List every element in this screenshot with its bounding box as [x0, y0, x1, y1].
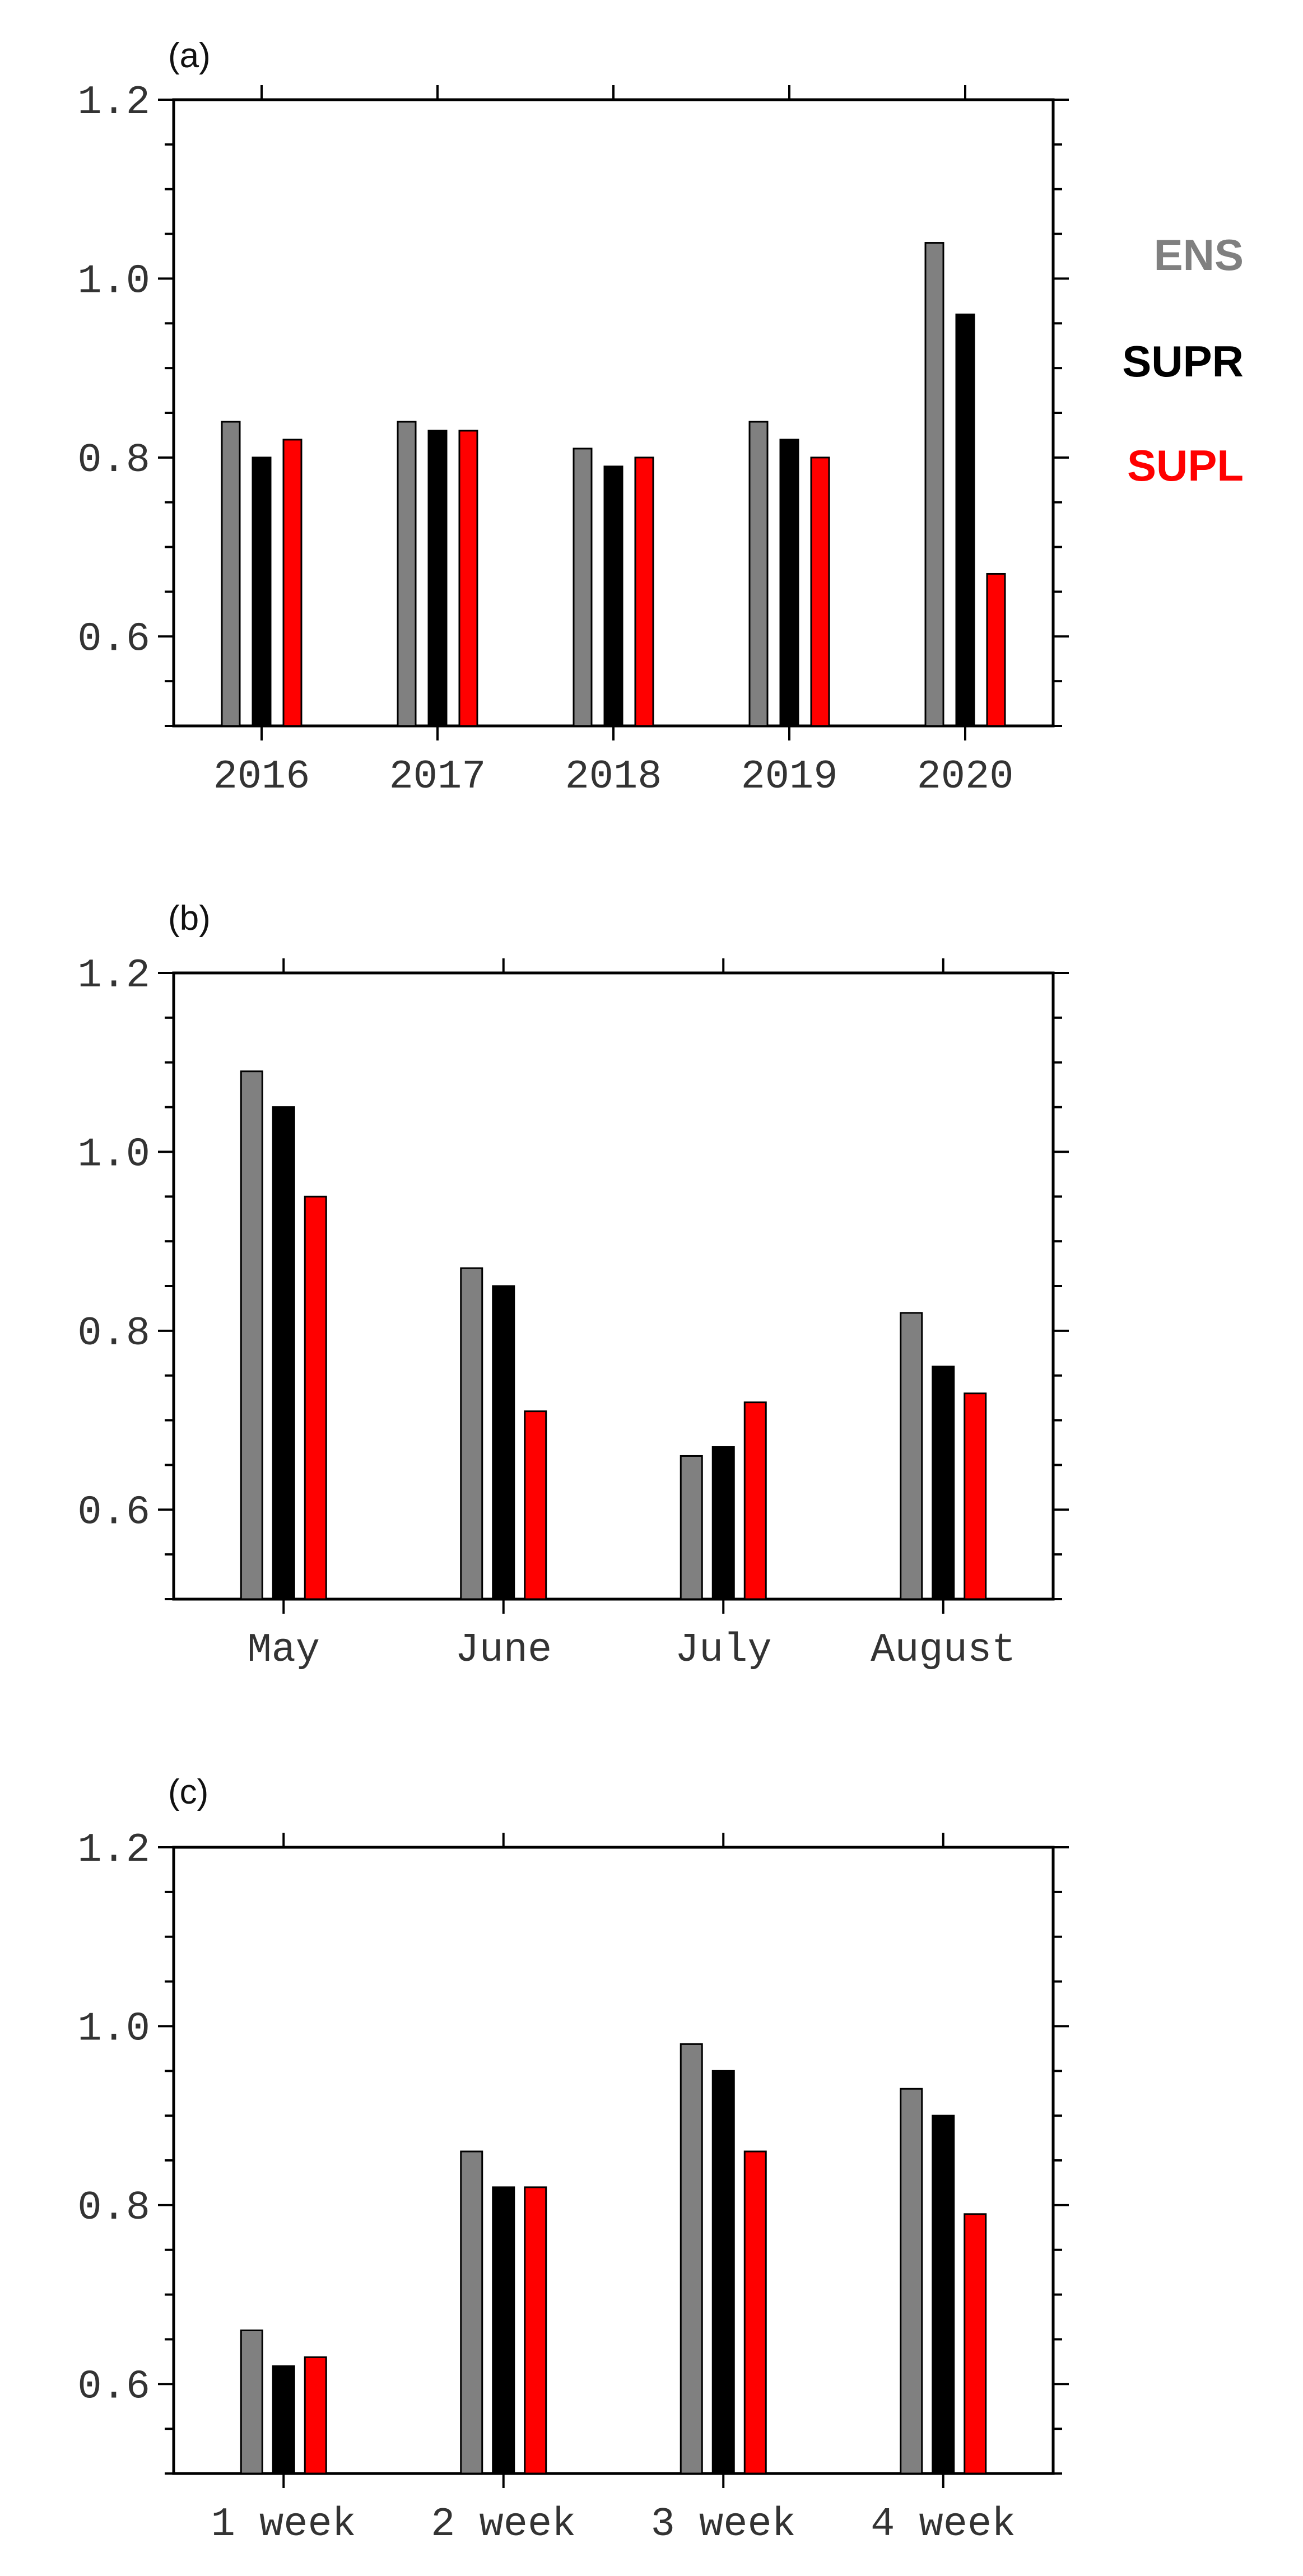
y-tick-label: 1.0: [77, 1131, 150, 1177]
bar-ens-june: [460, 1267, 483, 1600]
axis-ticks: [158, 85, 1069, 740]
panel-b: (b) 0.6 0.8 1.0 1.2 May June July August: [77, 899, 1069, 1673]
x-tick-label: May: [247, 1627, 320, 1673]
bar-ens-july: [680, 1455, 703, 1600]
bar-supl-3-week: [743, 2150, 767, 2475]
x-axis-labels: May June July August: [247, 1627, 1016, 1673]
y-axis-labels: 0.6 0.8 1.0 1.2: [77, 953, 150, 1535]
bar-supr-may: [272, 1106, 295, 1600]
bar-supl-2016: [282, 439, 303, 727]
y-tick-label: 0.6: [77, 616, 150, 662]
bar-supl-2019: [810, 456, 830, 727]
bar-supr-2018: [603, 465, 623, 727]
bar-ens-2017: [397, 421, 417, 727]
y-tick-label: 1.2: [77, 953, 150, 999]
y-tick-label: 0.6: [77, 1489, 150, 1535]
bar-ens-1-week: [240, 2329, 263, 2475]
legend-supl: SUPL: [1127, 441, 1244, 490]
bar-supr-2016: [252, 456, 272, 727]
x-tick-label: 2016: [213, 754, 310, 800]
legend-supr: SUPR: [1122, 337, 1244, 386]
bar-ens-2016: [221, 421, 241, 727]
bar-supl-july: [743, 1401, 767, 1600]
bar-ens-3-week: [680, 2043, 703, 2475]
panel-label: (c): [168, 1773, 208, 1811]
bar-supl-june: [524, 1410, 547, 1600]
bar-group: [240, 1070, 987, 1600]
bar-supr-3-week: [711, 2070, 735, 2475]
bar-supr-2020: [955, 313, 975, 727]
bar-supr-june: [492, 1285, 515, 1600]
axis-ticks: [158, 1833, 1069, 2488]
bar-supr-1-week: [272, 2365, 295, 2475]
bar-group: [240, 2043, 987, 2475]
x-tick-label: 1 week: [211, 2502, 356, 2547]
x-tick-label: 2 week: [431, 2502, 576, 2547]
x-tick-label: June: [455, 1627, 552, 1673]
y-tick-label: 1.0: [77, 258, 150, 304]
panel-label: (a): [168, 36, 211, 75]
x-axis-labels: 2016 2017 2018 2019 2020: [213, 754, 1014, 800]
bar-ens-4-week: [900, 2088, 923, 2475]
bar-supr-july: [711, 1446, 735, 1600]
x-tick-label: 4 week: [871, 2502, 1016, 2547]
bar-supr-august: [932, 1366, 955, 1600]
y-axis-labels: 0.6 0.8 1.0 1.2: [77, 1827, 150, 2410]
x-tick-label: 2020: [917, 754, 1014, 800]
bar-supr-4-week: [932, 2114, 955, 2475]
bar-ens-2019: [748, 421, 769, 727]
bar-supl-august: [964, 1392, 987, 1600]
bar-ens-2020: [924, 242, 944, 727]
y-tick-label: 0.8: [77, 2185, 150, 2231]
x-tick-label: August: [871, 1627, 1016, 1673]
x-tick-label: 2018: [565, 754, 662, 800]
bar-supl-2020: [986, 572, 1006, 727]
panel-c: (c) 0.6 0.8 1.0 1.2 1 week 2 week 3 week…: [77, 1773, 1069, 2547]
x-tick-label: 2019: [741, 754, 838, 800]
y-tick-label: 1.2: [77, 1827, 150, 1873]
bar-supl-2018: [634, 456, 654, 727]
x-tick-label: July: [675, 1627, 772, 1673]
bar-supr-2-week: [492, 2186, 515, 2475]
y-tick-label: 0.8: [77, 437, 150, 483]
y-axis-labels: 0.6 0.8 1.0 1.2: [77, 80, 150, 662]
y-tick-label: 1.0: [77, 2006, 150, 2052]
panel-a: (a) 0.6 0.8 1.0 1.2 2016 2017 2018 2019 …: [77, 36, 1069, 800]
bar-supr-2019: [779, 439, 799, 727]
bar-supr-2017: [427, 430, 448, 727]
bar-ens-2018: [573, 448, 593, 727]
bar-ens-august: [900, 1312, 923, 1600]
bar-supl-2-week: [524, 2186, 547, 2475]
bar-ens-may: [240, 1070, 263, 1600]
panel-label: (b): [168, 899, 211, 938]
y-tick-label: 0.8: [77, 1311, 150, 1357]
legend: ENS SUPR SUPL: [1122, 230, 1244, 490]
bar-supl-2017: [458, 430, 478, 727]
x-tick-label: 2017: [389, 754, 486, 800]
bar-supl-may: [304, 1195, 327, 1600]
bar-supl-1-week: [304, 2356, 327, 2475]
y-tick-label: 0.6: [77, 2364, 150, 2410]
y-tick-label: 1.2: [77, 80, 150, 125]
axis-ticks: [158, 958, 1069, 1614]
bar-group: [221, 242, 1006, 727]
bar-supl-4-week: [964, 2213, 987, 2475]
bar-ens-2-week: [460, 2150, 483, 2475]
x-tick-label: 3 week: [651, 2502, 796, 2547]
x-axis-labels: 1 week 2 week 3 week 4 week: [211, 2502, 1016, 2547]
legend-ens: ENS: [1154, 230, 1244, 280]
